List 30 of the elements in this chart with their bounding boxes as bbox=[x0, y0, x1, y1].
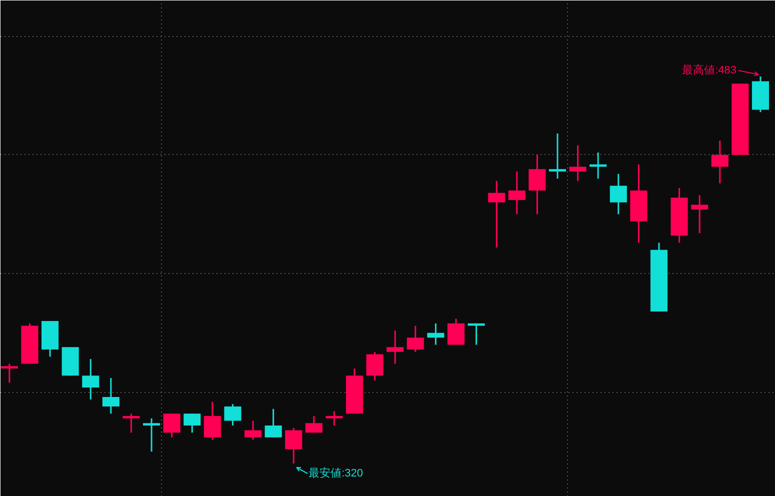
candlestick bbox=[691, 194, 708, 234]
candlestick bbox=[305, 415, 322, 434]
candlestick bbox=[508, 170, 526, 215]
candlestick bbox=[610, 173, 627, 215]
candlestick bbox=[82, 358, 100, 400]
candlestick bbox=[0, 363, 18, 384]
candlestick bbox=[366, 351, 384, 382]
candlestick bbox=[468, 322, 485, 346]
candlestick bbox=[711, 140, 728, 184]
text: 最安値:320 bbox=[308, 466, 364, 480]
candlestick bbox=[184, 412, 201, 434]
candlestick bbox=[427, 322, 444, 346]
candlestick bbox=[122, 412, 140, 434]
candlestick bbox=[285, 427, 302, 464]
candlestick bbox=[386, 330, 404, 365]
candlestick bbox=[548, 132, 566, 180]
candlestick bbox=[569, 144, 586, 182]
candlestick bbox=[447, 318, 465, 346]
candlestick bbox=[488, 180, 506, 248]
candlestick bbox=[224, 403, 242, 426]
candlestick bbox=[142, 418, 160, 452]
annotation: 最高値:483 bbox=[682, 64, 736, 76]
candlestick bbox=[204, 401, 221, 441]
candlestick bbox=[406, 325, 424, 353]
candlestick bbox=[528, 154, 546, 215]
candlestick bbox=[244, 420, 262, 441]
candlestick bbox=[326, 410, 343, 426]
candlestick bbox=[163, 412, 180, 438]
candlestick bbox=[102, 377, 120, 414]
candlestick bbox=[264, 408, 282, 438]
